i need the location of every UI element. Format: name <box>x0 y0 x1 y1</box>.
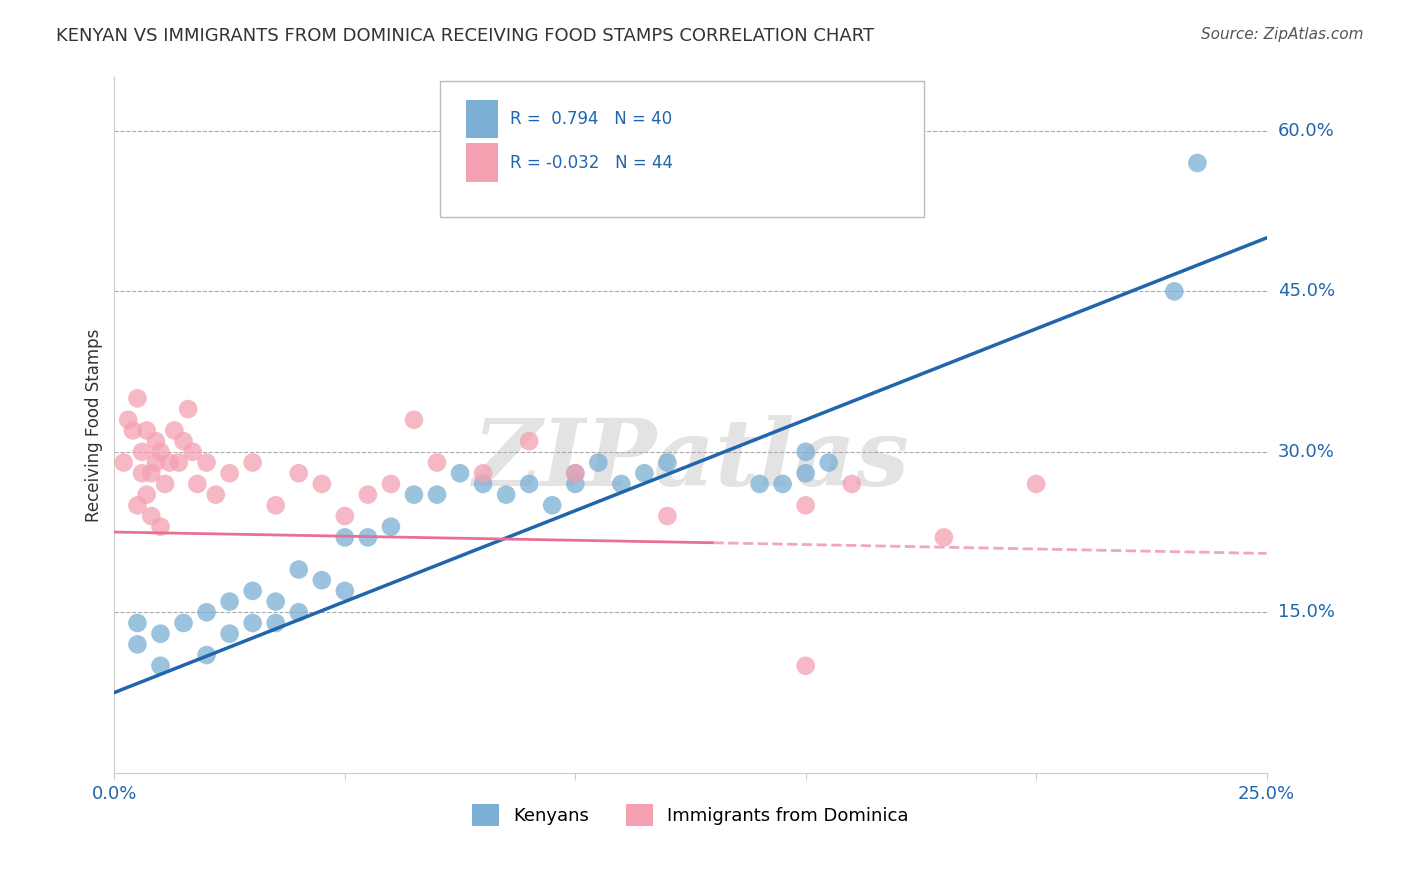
Point <box>794 499 817 513</box>
Point <box>357 488 380 502</box>
Point <box>588 456 610 470</box>
Point <box>218 626 240 640</box>
Point <box>772 477 794 491</box>
Point <box>218 594 240 608</box>
Point <box>333 530 356 544</box>
Point <box>127 637 149 651</box>
Point <box>633 467 655 481</box>
Point <box>121 424 143 438</box>
Point <box>380 519 402 533</box>
Point <box>135 488 157 502</box>
Point <box>145 456 167 470</box>
Point <box>149 519 172 533</box>
Point <box>1187 156 1209 170</box>
Y-axis label: Receiving Food Stamps: Receiving Food Stamps <box>86 328 103 522</box>
Text: 15.0%: 15.0% <box>1278 603 1334 622</box>
Point <box>657 456 679 470</box>
Text: R =  0.794   N = 40: R = 0.794 N = 40 <box>509 110 672 128</box>
Point <box>127 499 149 513</box>
Point <box>153 477 176 491</box>
Point <box>311 477 333 491</box>
Point <box>242 615 264 630</box>
Point <box>564 467 586 481</box>
Point <box>311 573 333 587</box>
Point <box>1163 285 1185 299</box>
Point <box>610 477 633 491</box>
Point <box>195 456 218 470</box>
Bar <box>465 100 498 138</box>
Point <box>186 477 208 491</box>
Point <box>472 467 495 481</box>
Point <box>264 615 287 630</box>
Text: Source: ZipAtlas.com: Source: ZipAtlas.com <box>1201 27 1364 42</box>
Point <box>149 445 172 459</box>
Point <box>218 467 240 481</box>
Point <box>149 626 172 640</box>
Point <box>287 562 309 576</box>
Point <box>794 445 817 459</box>
Text: 60.0%: 60.0% <box>1278 122 1334 140</box>
Point <box>135 424 157 438</box>
Point <box>495 488 517 502</box>
Text: R = -0.032   N = 44: R = -0.032 N = 44 <box>509 154 672 172</box>
Point <box>794 658 817 673</box>
Point <box>517 477 540 491</box>
Point <box>357 530 380 544</box>
Point <box>380 477 402 491</box>
Point <box>517 434 540 449</box>
Text: 45.0%: 45.0% <box>1278 283 1334 301</box>
Point <box>287 467 309 481</box>
Point <box>173 434 195 449</box>
Point <box>426 456 449 470</box>
Point <box>748 477 770 491</box>
Point <box>112 456 135 470</box>
Point <box>127 392 149 406</box>
Point <box>564 477 586 491</box>
Point <box>141 467 163 481</box>
Point <box>242 456 264 470</box>
Point <box>145 434 167 449</box>
Point <box>159 456 181 470</box>
Point <box>173 615 195 630</box>
Point <box>131 467 153 481</box>
FancyBboxPatch shape <box>440 81 924 217</box>
Point <box>117 413 139 427</box>
Point <box>195 605 218 619</box>
Point <box>449 467 471 481</box>
Point <box>794 467 817 481</box>
Point <box>333 508 356 523</box>
Point <box>242 583 264 598</box>
Point <box>131 445 153 459</box>
Point <box>1025 477 1047 491</box>
Text: KENYAN VS IMMIGRANTS FROM DOMINICA RECEIVING FOOD STAMPS CORRELATION CHART: KENYAN VS IMMIGRANTS FROM DOMINICA RECEI… <box>56 27 875 45</box>
Point <box>195 648 218 662</box>
Point <box>149 658 172 673</box>
Point <box>472 477 495 491</box>
Point <box>817 456 839 470</box>
Point <box>264 594 287 608</box>
Point <box>177 402 200 417</box>
Point <box>181 445 204 459</box>
Point <box>841 477 863 491</box>
Point <box>204 488 226 502</box>
Point <box>287 605 309 619</box>
Point <box>657 508 679 523</box>
Point <box>127 615 149 630</box>
Point <box>426 488 449 502</box>
Bar <box>465 144 498 182</box>
Point <box>264 499 287 513</box>
Text: 30.0%: 30.0% <box>1278 442 1334 461</box>
Point <box>333 583 356 598</box>
Point <box>932 530 955 544</box>
Point <box>141 508 163 523</box>
Point <box>167 456 190 470</box>
Point <box>541 499 564 513</box>
Point <box>163 424 186 438</box>
Text: ZIPatlas: ZIPatlas <box>472 415 908 505</box>
Legend: Kenyans, Immigrants from Dominica: Kenyans, Immigrants from Dominica <box>465 797 915 833</box>
Point <box>564 467 586 481</box>
Point <box>402 488 425 502</box>
Point <box>402 413 425 427</box>
